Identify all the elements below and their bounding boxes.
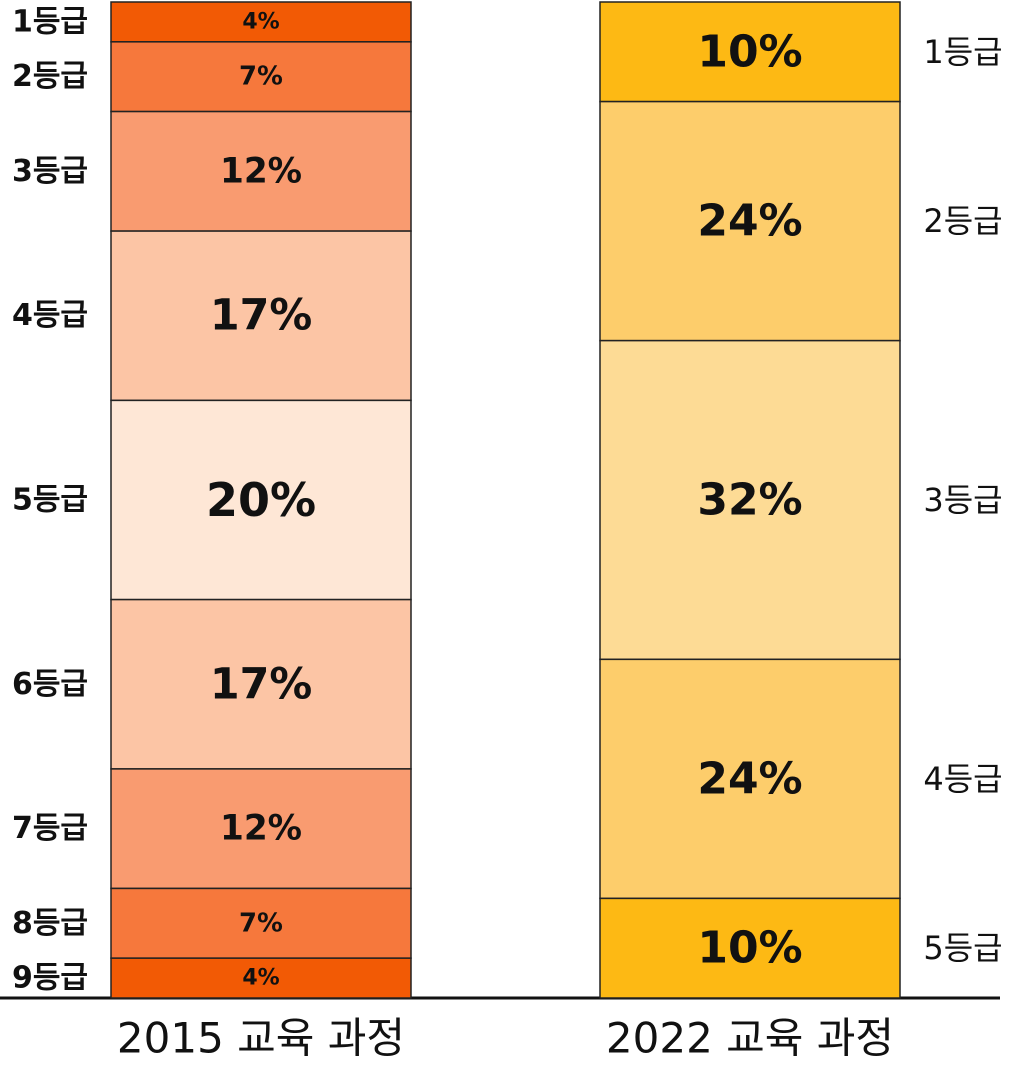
- segment: [110, 230, 412, 402]
- grade-label: 9등급: [12, 961, 88, 996]
- segment: [110, 887, 412, 959]
- column-label: 2015 교육 과정: [117, 1014, 405, 1063]
- value-label: 32%: [697, 475, 802, 526]
- segment: [599, 100, 901, 342]
- grade-label: 7등급: [12, 811, 88, 846]
- segment: [110, 598, 412, 770]
- value-label: 17%: [210, 291, 312, 341]
- segment: [599, 1, 901, 103]
- grade-label: 3등급: [12, 154, 88, 189]
- grade-label: 4등급: [12, 298, 88, 333]
- segment: [599, 658, 901, 900]
- value-label: 4%: [242, 9, 279, 34]
- segment: [599, 897, 901, 999]
- value-label: 24%: [697, 753, 802, 804]
- value-label: 20%: [206, 473, 316, 527]
- grade-label: 2등급: [923, 202, 1002, 240]
- grade-label: 1등급: [12, 4, 88, 39]
- segment: [110, 41, 412, 113]
- value-label: 12%: [220, 151, 302, 191]
- grade-label: 6등급: [12, 667, 88, 702]
- column-label: 2022 교육 과정: [606, 1014, 894, 1063]
- value-label: 7%: [239, 62, 283, 92]
- grade-label: 3등급: [923, 481, 1002, 519]
- value-label: 12%: [220, 809, 302, 849]
- grade-label: 5등급: [12, 483, 88, 518]
- grade-label: 2등급: [12, 59, 88, 94]
- grade-label: 1등급: [923, 33, 1002, 71]
- value-label: 17%: [210, 659, 312, 709]
- segment: [599, 339, 901, 661]
- grade-label: 5등급: [923, 929, 1002, 967]
- grade-label: 8등급: [12, 906, 88, 941]
- value-label: 7%: [239, 908, 283, 938]
- segment: [110, 399, 412, 601]
- value-label: 24%: [697, 196, 802, 247]
- value-label: 10%: [697, 923, 802, 974]
- value-label: 10%: [697, 26, 802, 77]
- grade-label: 4등급: [923, 760, 1002, 798]
- segment: [110, 957, 412, 999]
- value-label: 4%: [242, 966, 279, 991]
- segment: [110, 768, 412, 890]
